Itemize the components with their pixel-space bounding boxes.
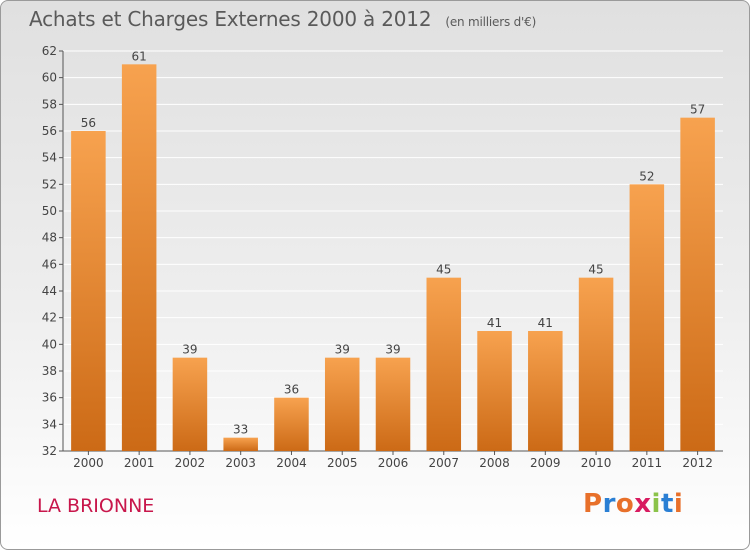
y-tick-label: 44: [42, 284, 57, 298]
y-tick-label: 34: [42, 417, 57, 431]
x-tick-label-2001: 2001: [124, 456, 155, 470]
commune-name: LA BRIONNE: [37, 495, 155, 517]
y-tick-label: 62: [42, 44, 57, 58]
x-tick-label-2011: 2011: [632, 456, 663, 470]
x-tick-label-2004: 2004: [276, 456, 307, 470]
bar-2010: [578, 277, 614, 451]
y-tick-label: 52: [42, 177, 57, 191]
y-tick-label: 32: [42, 444, 57, 458]
y-tick-label: 48: [42, 231, 57, 245]
x-tick-label-2007: 2007: [428, 456, 459, 470]
bar-2002: [172, 357, 208, 451]
logo-letter: i: [673, 489, 684, 519]
x-tick-label-2003: 2003: [225, 456, 256, 470]
bar-2008: [477, 331, 512, 451]
x-tick-label-2002: 2002: [175, 456, 206, 470]
logo-letter: t: [660, 489, 674, 519]
y-tick-label: 56: [42, 124, 57, 138]
logo-letter: P: [583, 489, 603, 519]
y-tick-label: 46: [42, 257, 57, 271]
value-label-2005: 39: [335, 343, 350, 357]
x-tick-label-2012: 2012: [682, 456, 713, 470]
bars: [71, 64, 715, 452]
proxiti-logo[interactable]: Proxiti: [583, 489, 683, 519]
value-label-2006: 39: [385, 343, 400, 357]
y-tick-label: 58: [42, 97, 57, 111]
bar-2000: [71, 131, 106, 451]
value-label-2011: 52: [639, 169, 654, 183]
bar-2012: [680, 117, 715, 452]
value-label-2012: 57: [690, 103, 705, 117]
logo-letter: x: [634, 489, 652, 519]
bar-2005: [324, 357, 360, 451]
bar-2007: [426, 277, 462, 451]
x-tick-label-2010: 2010: [581, 456, 612, 470]
chart-title-text: Achats et Charges Externes 2000 à 2012: [29, 7, 432, 31]
value-label-2008: 41: [487, 316, 502, 330]
value-label-2004: 36: [284, 383, 299, 397]
x-tick-label-2009: 2009: [530, 456, 561, 470]
x-tick-label-2008: 2008: [479, 456, 510, 470]
value-label-2000: 56: [81, 116, 96, 130]
y-tick-label: 54: [42, 151, 57, 165]
y-tick-label: 60: [42, 71, 57, 85]
bar-2011: [629, 184, 665, 452]
x-tick-label-2006: 2006: [378, 456, 409, 470]
value-label-2002: 39: [182, 343, 197, 357]
value-label-2009: 41: [538, 316, 553, 330]
x-tick-label-2005: 2005: [327, 456, 358, 470]
x-tick-label-2000: 2000: [73, 456, 104, 470]
chart-unit: (en milliers d'€): [445, 15, 537, 29]
value-label-2001: 61: [132, 49, 147, 63]
value-label-2010: 45: [588, 263, 603, 277]
value-label-2007: 45: [436, 263, 451, 277]
bar-2006: [375, 357, 411, 451]
bar-2004: [274, 397, 309, 451]
y-tick-label: 50: [42, 204, 57, 218]
y-tick-label: 40: [42, 337, 57, 351]
chart-title: Achats et Charges Externes 2000 à 2012 (e…: [29, 7, 536, 31]
y-tick-label: 38: [42, 364, 57, 378]
value-label-2003: 33: [233, 423, 248, 437]
logo-letter: r: [602, 489, 616, 519]
bar-2001: [121, 64, 157, 452]
logo-letter: i: [651, 489, 661, 519]
logo-letter: o: [615, 489, 635, 519]
y-tick-label: 42: [42, 311, 57, 325]
labels: 32 34 36 38 40 42 44 46 48 50 52 54 56 58 60 62 56 2000 61…: [42, 44, 713, 470]
bar-2009: [528, 331, 563, 451]
y-tick-label: 36: [42, 391, 57, 405]
bar-2003: [223, 437, 258, 451]
